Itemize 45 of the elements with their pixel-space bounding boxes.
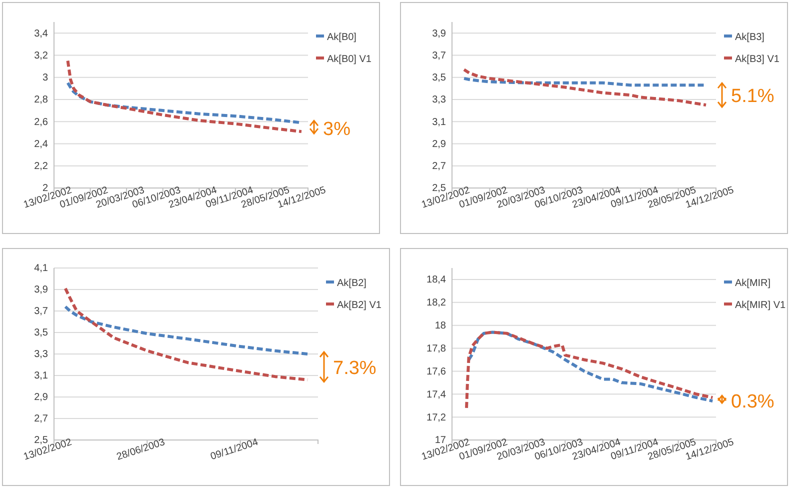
y-tick-label: 3,3: [432, 94, 446, 106]
y-tick-label: 4,1: [34, 263, 48, 274]
legend-label: Ak[B0]: [327, 32, 357, 43]
y-tick-label: 3,5: [432, 72, 446, 84]
y-tick-label: 17,4: [426, 389, 446, 400]
y-tick-label: 2,4: [34, 138, 48, 150]
y-tick-label: 3,3: [34, 349, 48, 360]
legend-label: Ak[B0] V1: [327, 54, 372, 65]
y-tick-label: 2,9: [34, 392, 48, 404]
legend-label: Ak[B3]: [735, 32, 765, 43]
text: 3%: [323, 119, 351, 140]
y-tick-label: 2,2: [34, 161, 48, 172]
y-tick-label: 18,4: [426, 274, 446, 286]
y-tick-label: 3,4: [34, 28, 48, 40]
y-tick-label: 2,6: [34, 116, 48, 128]
y-tick-label: 3,9: [432, 28, 446, 40]
legend-label: Ak[MIR] V1: [735, 300, 786, 311]
legend-label: Ak[B3] V1: [735, 54, 780, 65]
y-tick-label: 3,9: [34, 284, 48, 296]
y-tick-label: 3,5: [34, 328, 48, 339]
y-tick-label: 3: [42, 72, 48, 84]
text: 5.1%: [731, 86, 774, 108]
y-tick-label: 3,2: [34, 50, 48, 62]
y-tick-label: 2,9: [432, 138, 446, 150]
legend-label: Ak[B2]: [337, 278, 367, 289]
y-tick-label: 18,2: [426, 298, 446, 309]
y-tick-label: 2,8: [34, 94, 48, 106]
y-tick-label: 17,2: [426, 412, 446, 424]
y-tick-label: 17,8: [426, 343, 446, 354]
y-tick-label: 2,7: [432, 161, 446, 172]
y-tick-label: 3,7: [34, 306, 48, 318]
text: 0.3%: [731, 391, 774, 412]
legend-label: Ak[B2] V1: [337, 300, 382, 311]
y-tick-label: 3,7: [432, 50, 446, 62]
line-series: [64, 305, 310, 356]
y-tick-label: 3,1: [34, 370, 48, 382]
y-tick-label: 18: [434, 320, 446, 332]
line-series: [462, 68, 708, 106]
y-tick-label: 17,6: [426, 366, 446, 378]
y-tick-label: 3,1: [432, 116, 446, 128]
line-series: [66, 59, 303, 134]
text: 7.3%: [333, 358, 376, 379]
line-series: [64, 286, 310, 382]
legend-label: Ak[MIR]: [735, 278, 771, 289]
y-tick-label: 2,7: [34, 414, 48, 425]
